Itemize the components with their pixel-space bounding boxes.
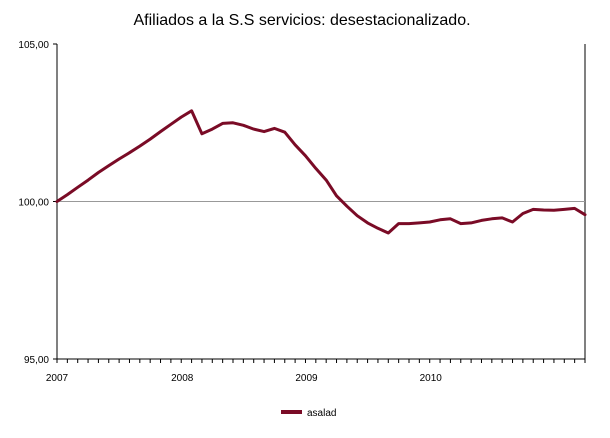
series-line-asalad (55, 109, 587, 235)
x-axis: 2007 2008 2009 2010 (46, 359, 586, 384)
legend: asalad (281, 408, 336, 419)
plot-area (56, 44, 586, 360)
chart-title: Afiliados a la S.S servicios: desestacio… (133, 12, 470, 29)
x-tick-label: 2010 (420, 373, 443, 384)
y-tick-label: 105,00 (18, 40, 49, 51)
y-axis: 105,00 100,00 95,00 (18, 40, 57, 366)
y-tick-label: 100,00 (18, 198, 49, 209)
x-tick-label: 2009 (295, 373, 318, 384)
y-tick-label: 95,00 (24, 355, 49, 366)
legend-label: asalad (307, 408, 336, 419)
series-layer (55, 109, 587, 235)
x-tick-label: 2008 (171, 373, 194, 384)
x-tick-label: 2007 (46, 373, 69, 384)
